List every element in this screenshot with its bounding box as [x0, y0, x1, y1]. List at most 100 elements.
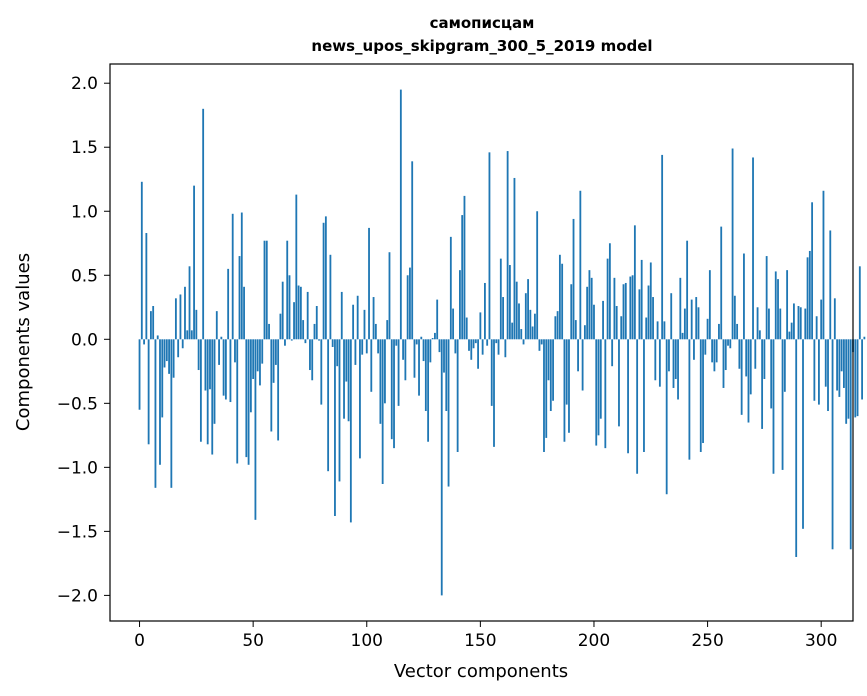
bar-189: [568, 339, 570, 433]
bar-41: [231, 213, 234, 340]
bar-291: [799, 307, 802, 340]
bar-97: [359, 339, 361, 459]
bar-22: [188, 266, 191, 340]
bar-140: [456, 339, 459, 452]
bar-131: [436, 299, 439, 340]
bar-185: [558, 254, 561, 340]
bar-69: [295, 194, 298, 340]
bar-307: [836, 339, 839, 391]
bar-12: [165, 339, 168, 362]
bar-251: [708, 270, 711, 340]
bar-102: [370, 339, 373, 392]
bar-45: [240, 212, 243, 340]
bar-9: [159, 339, 161, 465]
bar-195: [581, 339, 584, 391]
bar-106: [379, 339, 382, 424]
bar-248: [702, 339, 704, 444]
bar-196: [583, 325, 586, 340]
y-tick-label: −1.0: [57, 458, 98, 478]
bar-48: [247, 339, 250, 465]
bar-183: [554, 316, 557, 340]
bar-70: [297, 285, 300, 340]
bar-261: [731, 148, 734, 340]
bar-210: [615, 306, 618, 340]
bar-245: [695, 297, 698, 340]
x-tick-label: 300: [805, 631, 837, 651]
bar-56: [265, 240, 268, 340]
bar-276: [765, 256, 768, 340]
bar-135: [445, 339, 448, 412]
bar-115: [399, 89, 402, 340]
bar-35: [218, 339, 220, 365]
bar-181: [549, 339, 552, 412]
bar-37: [222, 339, 225, 396]
bar-26: [197, 339, 200, 371]
bar-299: [818, 339, 820, 405]
bar-58: [270, 339, 273, 432]
bar-257: [722, 339, 725, 388]
bar-178: [543, 339, 545, 452]
bar-59: [272, 339, 275, 383]
bar-18: [179, 294, 182, 340]
y-axis-label: Components values: [13, 253, 34, 431]
bar-290: [797, 306, 800, 340]
bar-15: [172, 339, 175, 378]
bar-170: [524, 293, 527, 340]
bar-27: [199, 339, 202, 442]
bar-78: [315, 306, 318, 340]
bar-235: [672, 339, 675, 388]
bar-317: [858, 266, 861, 340]
bar-272: [756, 307, 759, 340]
bar-160: [502, 297, 504, 340]
bar-222: [643, 339, 645, 452]
bar-186: [561, 263, 564, 340]
bar-122: [415, 339, 418, 345]
bar-138: [452, 308, 455, 340]
bar-90: [343, 339, 345, 419]
bar-207: [608, 243, 611, 340]
bar-190: [570, 284, 573, 340]
bar-51: [254, 339, 257, 520]
bar-50: [252, 339, 255, 379]
bar-229: [658, 339, 661, 387]
bar-300: [820, 299, 823, 340]
bar-116: [402, 339, 405, 360]
bar-89: [340, 291, 343, 340]
bar-99: [363, 309, 366, 340]
bar-277: [768, 308, 770, 340]
bar-13: [168, 339, 170, 374]
bar-163: [508, 265, 511, 340]
y-tick-label: 1.0: [71, 202, 98, 222]
bar-0: [138, 339, 141, 410]
bar-91: [345, 339, 348, 382]
bar-265: [740, 339, 743, 415]
bar-216: [629, 276, 632, 340]
bar-217: [631, 275, 634, 340]
bar-231: [663, 321, 666, 340]
bar-218: [633, 225, 636, 340]
bar-179: [545, 339, 548, 438]
x-tick-label: 100: [351, 631, 383, 651]
bar-198: [588, 270, 591, 340]
bar-39: [227, 268, 230, 340]
bar-223: [645, 317, 648, 340]
bar-182: [552, 339, 554, 401]
bar-215: [627, 339, 629, 454]
bar-212: [620, 316, 623, 340]
bar-214: [624, 282, 627, 340]
bar-44: [238, 256, 241, 340]
bar-264: [738, 339, 741, 369]
bar-19: [181, 339, 184, 349]
bar-129: [431, 338, 434, 340]
bar-47: [245, 339, 248, 458]
bar-279: [772, 339, 775, 474]
bar-95: [354, 339, 357, 365]
bar-287: [790, 322, 793, 340]
bar-282: [779, 308, 782, 340]
bar-114: [397, 339, 400, 406]
bar-318: [861, 339, 863, 400]
bar-151: [481, 339, 484, 355]
bar-226: [652, 297, 654, 340]
bar-154: [488, 152, 491, 340]
